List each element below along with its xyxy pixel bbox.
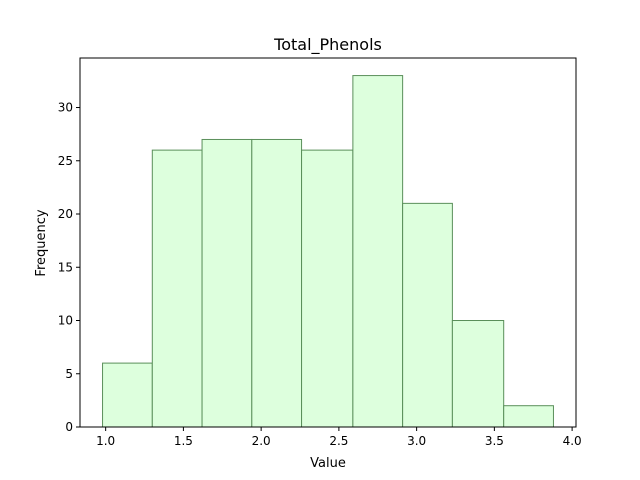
histogram-bar-8 — [451, 320, 505, 428]
x-tick-label: 4.0 — [563, 434, 582, 448]
x-tick-label: 1.0 — [96, 434, 115, 448]
bars-group — [102, 75, 554, 428]
y-tick-label: 25 — [58, 154, 73, 168]
y-tick-label: 20 — [58, 207, 73, 221]
histogram-bar-5 — [301, 149, 354, 428]
plot-frame — [79, 57, 577, 428]
histogram-bar-6 — [352, 75, 404, 428]
histogram-bar-1 — [102, 362, 153, 428]
histogram-bar-4 — [251, 138, 303, 428]
histogram-bar-3 — [201, 138, 253, 428]
y-tick-label: 10 — [58, 314, 73, 328]
histogram-bar-2 — [151, 149, 203, 428]
y-tick-label: 30 — [58, 101, 73, 115]
histogram-bar-7 — [402, 202, 453, 428]
y-axis-label: Frequency — [34, 209, 49, 276]
x-axis-label: Value — [310, 456, 346, 471]
histogram-bar-9 — [503, 405, 554, 428]
y-axis-ticks: 0 5 10 15 20 25 30 — [58, 101, 80, 434]
x-tick-label: 2.0 — [252, 434, 271, 448]
y-tick-label: 5 — [65, 367, 73, 381]
x-tick-label: 3.0 — [407, 434, 426, 448]
chart-title: Total_Phenols — [273, 35, 382, 55]
y-tick-label: 15 — [58, 260, 73, 274]
x-tick-label: 1.5 — [174, 434, 193, 448]
x-axis-ticks: 1.0 1.5 2.0 2.5 3.0 3.5 4.0 — [96, 427, 582, 448]
x-tick-label: 2.5 — [329, 434, 348, 448]
y-tick-label: 0 — [65, 420, 73, 434]
x-tick-label: 3.5 — [485, 434, 504, 448]
